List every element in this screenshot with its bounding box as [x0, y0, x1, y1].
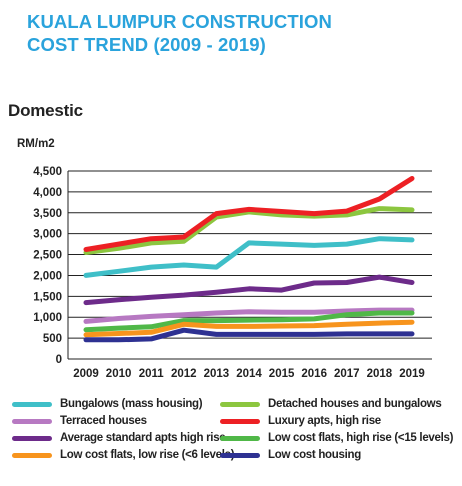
series-lines [83, 176, 415, 343]
x-tick-label: 2009 [73, 368, 99, 380]
legend-swatch [220, 418, 260, 424]
x-tick-label: 2018 [367, 368, 393, 380]
legend-label: Low cost flats, high rise (<15 levels) [268, 432, 454, 444]
y-tick-label: 2,000 [33, 270, 62, 282]
legend-label: Bungalows (mass housing) [60, 398, 203, 410]
y-tick-label: 2,500 [33, 250, 62, 262]
x-tick-label: 2010 [106, 368, 132, 380]
legend-swatch [12, 435, 52, 441]
legend-swatch [220, 401, 260, 407]
x-tick-label: 2017 [334, 368, 360, 380]
chart-subtitle: Domestic [8, 101, 83, 120]
legend-item: Terraced houses [12, 415, 147, 427]
chart-title-line1: KUALA LUMPUR CONSTRUCTION [27, 11, 332, 32]
series-line [83, 274, 415, 306]
chart-title: KUALA LUMPUR CONSTRUCTION COST TREND (20… [27, 10, 332, 56]
series-line [83, 310, 415, 333]
legend-label: Luxury apts, high rise [268, 415, 381, 427]
x-tick-label: 2011 [139, 368, 165, 380]
y-tick-label: 1,500 [33, 291, 62, 303]
legend-swatch [12, 418, 52, 424]
series-line [83, 307, 415, 324]
legend-label: Terraced houses [60, 415, 147, 427]
legend-item: Low cost housing [220, 449, 361, 461]
y-tick-label: 3,000 [33, 229, 62, 241]
legend-item: Low cost flats, low rise (<6 levels) [12, 449, 235, 461]
legend-swatch [12, 401, 52, 407]
chart-title-line2: COST TREND (2009 - 2019) [27, 34, 266, 55]
y-axis-ticks: 0 500 1,000 1,500 2,000 2,500 3,000 3,500 4,000 4… [33, 166, 62, 366]
grid-lines [67, 170, 432, 360]
y-tick-label: 3,500 [33, 208, 62, 220]
legend-item: Bungalows (mass housing) [12, 398, 203, 410]
y-tick-label: 4,500 [33, 166, 62, 178]
x-tick-label: 2019 [399, 368, 425, 380]
series-line [83, 319, 415, 338]
series-line [83, 236, 415, 278]
y-tick-label: 500 [43, 333, 62, 345]
x-tick-label: 2012 [171, 368, 197, 380]
legend-item: Low cost flats, high rise (<15 levels) [220, 432, 453, 444]
y-tick-label: 0 [56, 354, 62, 366]
y-tick-label: 1,000 [33, 312, 62, 324]
legend-item: Average standard apts high rise [12, 432, 226, 444]
legend-item: Detached houses and bungalows [220, 398, 442, 410]
y-axis-label: RM/m2 [17, 138, 55, 150]
legend-label: Average standard apts high rise [60, 432, 226, 444]
x-tick-label: 2015 [269, 368, 295, 380]
x-axis-ticks: 2009 2010 2011 2012 2013 2014 2015 2016 2017 2018… [73, 368, 425, 380]
x-tick-label: 2016 [301, 368, 327, 380]
legend-swatch [220, 452, 260, 458]
x-tick-label: 2013 [204, 368, 230, 380]
x-tick-label: 2014 [236, 368, 262, 380]
legend-label: Low cost housing [268, 449, 361, 461]
legend-swatch [12, 452, 52, 458]
legend-label: Low cost flats, low rise (<6 levels) [60, 449, 235, 461]
series-line [83, 176, 415, 252]
legend-label: Detached houses and bungalows [268, 398, 442, 410]
series-line [83, 327, 415, 343]
legend-item: Luxury apts, high rise [220, 415, 381, 427]
legend-swatch [220, 435, 260, 441]
y-tick-label: 4,000 [33, 187, 62, 199]
